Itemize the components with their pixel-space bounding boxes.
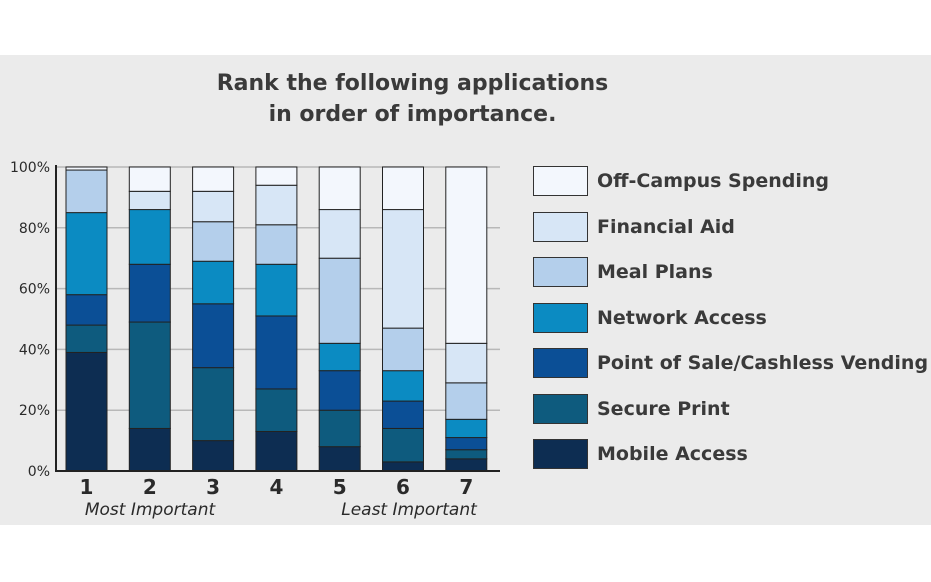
bar-segment [445,437,488,451]
y-tick-label: 80% [19,221,50,237]
bar-segment [318,209,361,259]
bar-segment [445,449,488,460]
x-tick-label: 5 [333,475,347,499]
bar-segment [445,382,488,420]
legend-label: Meal Plans [597,261,713,283]
bar-segment [65,169,108,214]
bar-segment [65,294,108,326]
legend-item: Financial Aid [533,211,931,244]
axis-labels: 0% 20% 40% 60% 80% 100% 1 2 3 4 5 6 7 Most Important L… [10,160,478,520]
x-tick-label: 6 [396,475,410,499]
legend-item: Network Access [533,302,931,335]
legend-swatch [533,166,588,196]
bar-segment [192,260,235,305]
legend-item: Meal Plans [533,257,931,289]
y-tick-label: 0% [28,464,50,480]
bar-segment [255,388,298,432]
bar-segment [445,418,488,439]
bar-segment [318,342,361,372]
bar-segment [255,166,298,186]
bar-segment [318,370,361,411]
legend-swatch [533,393,588,424]
bar-segment [65,324,108,353]
bar-segment [128,427,171,472]
legend-label: Mobile Access [597,443,748,465]
bar-segment [445,342,488,384]
chart-title-line: Rank the following applications [216,71,609,96]
bars [65,166,488,472]
bar-segment [128,321,171,429]
legend-item: Point of Sale/Cashless Vending [533,348,931,380]
bar-segment [318,409,361,448]
bar-segment [382,327,424,372]
bar-segment [192,440,235,472]
bar-segment [255,430,298,472]
bar-segment [445,166,488,344]
bar-segment [445,458,488,472]
legend-swatch [533,211,588,242]
legend-item: Secure Print [533,393,931,426]
x-tick-label: 2 [143,475,157,499]
legend-swatch [533,302,588,333]
y-tick-label: 60% [19,282,50,298]
bar-segment [128,166,171,192]
bar-segment [128,209,171,265]
legend-label: Point of Sale/Cashless Vending [597,352,929,374]
bar-segment [65,166,108,171]
y-tick-label: 100% [10,160,50,176]
x-tick-label: 1 [80,475,94,499]
bar-segment [382,400,424,429]
bar-segment [192,367,235,442]
x-tick-label: 4 [269,475,283,499]
bar-segment [65,351,108,472]
chart-title-line: in order of importance. [268,102,557,127]
bar-segment [382,370,424,402]
bar-segment [128,190,171,211]
x-tick-label: 7 [459,475,473,499]
legend-label: Financial Aid [597,215,735,238]
legend-item: Mobile Access [533,439,931,471]
bar-segment [255,224,298,265]
bar-segment [192,190,235,223]
legend-label: Off-Campus Spending [597,170,829,192]
bar-segment [192,166,235,192]
legend-label: Secure Print [597,397,730,420]
legend-swatch [533,348,588,378]
bar-segment [128,263,171,323]
y-tick-label: 40% [19,342,50,358]
bar-segment [255,263,298,317]
legend-label: Network Access [597,306,767,329]
bar-segment [192,221,235,262]
axis-note-least-important: Least Important [341,500,478,520]
legend-item: Off-Campus Spending [533,166,931,198]
bar-segment [255,315,298,390]
bar-segment [65,212,108,296]
bar-segment [382,427,424,463]
x-tick-label: 3 [206,475,220,499]
bar-segment [318,166,361,211]
axes [55,165,500,472]
bar-segment [382,166,424,211]
bar-segment [255,184,298,226]
bar-segment [318,257,361,344]
bar-segment [382,209,424,329]
legend-swatch [533,257,588,287]
axis-note-most-important: Most Important [85,500,217,520]
chart-title: Rank the following applications in order … [120,68,705,130]
bar-segment [382,461,424,472]
bar-segment [192,303,235,369]
legend-swatch [533,439,588,469]
y-tick-label: 20% [19,403,50,419]
bar-segment [318,446,361,472]
